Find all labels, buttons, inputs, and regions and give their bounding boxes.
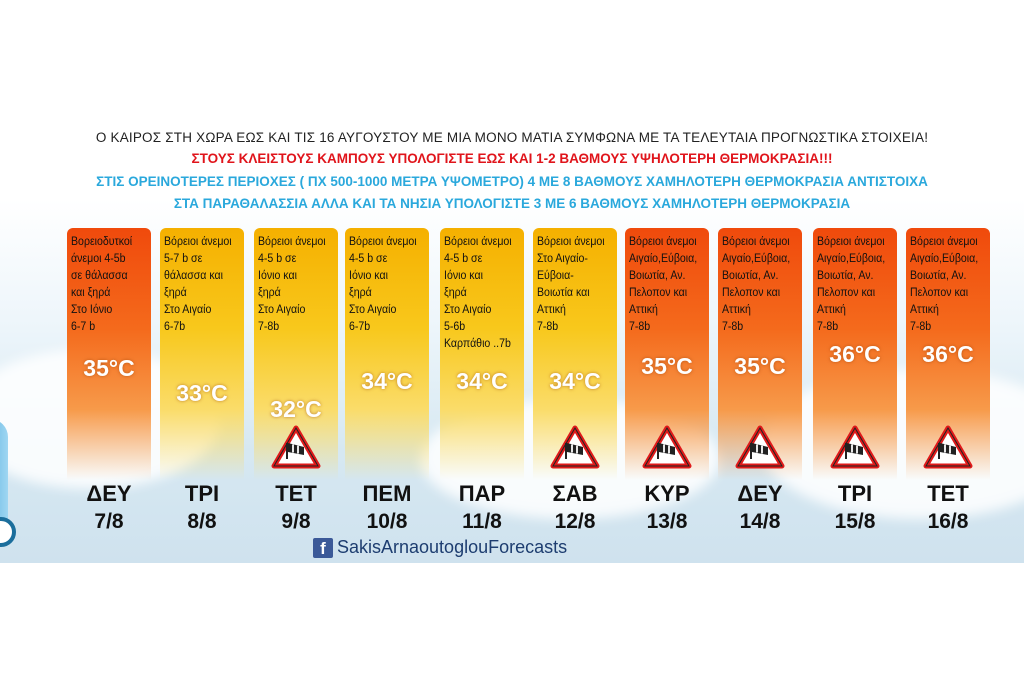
thermometer-graphic bbox=[0, 419, 8, 539]
date-label: 13/8 bbox=[646, 510, 688, 533]
headline: Ο ΚΑΙΡΟΣ ΣΤΗ ΧΩΡΑ ΕΩΣ ΚΑΙ ΤΙΣ 16 ΑΥΓΟΥΣΤ… bbox=[95, 130, 929, 145]
temperature: 33°C bbox=[176, 380, 228, 406]
forecast-card-6: Βόρειοι άνεμοι Αιγαίο,Εύβοια, Βοιωτία, Α… bbox=[625, 228, 709, 480]
date-label: 9/8 bbox=[281, 510, 311, 533]
wind-description: Βόρειοι άνεμοι Αιγαίο,Εύβοια, Βοιωτία, Α… bbox=[910, 236, 979, 333]
day-label: ΠΑΡ bbox=[458, 481, 506, 506]
forecast-card-1: Βόρειοι άνεμοι 5-7 b σε θάλασσα και ξηρά… bbox=[160, 228, 244, 480]
plains-note: ΣΤΟΥΣ ΚΛΕΙΣΤΟΥΣ ΚΑΜΠΟΥΣ ΥΠΟΛΟΓΙΣΤΕ ΕΩΣ Κ… bbox=[191, 151, 833, 166]
wind-description: Βόρειοι άνεμοι Αιγαίο,Εύβοια, Βοιωτία, Α… bbox=[817, 236, 886, 333]
day-label: ΔΕΥ bbox=[737, 481, 783, 506]
day-label: ΤΡΙ bbox=[837, 481, 873, 506]
wind-warning-icon bbox=[830, 425, 880, 469]
wind-warning-icon bbox=[271, 425, 321, 469]
wind-warning-icon bbox=[923, 425, 973, 469]
day-label: ΚΥΡ bbox=[644, 481, 690, 506]
date-label: 12/8 bbox=[554, 510, 596, 533]
day-label: ΤΕΤ bbox=[275, 481, 317, 506]
day-label: ΔΕΥ bbox=[86, 481, 132, 506]
temperature: 34°C bbox=[549, 368, 601, 394]
date-label: 11/8 bbox=[462, 510, 502, 533]
date-label: 14/8 bbox=[739, 510, 781, 533]
forecast-card-0: Βορειοδυτκοί άνεμοι 4-5b σε θάλασσα και … bbox=[67, 228, 151, 480]
wind-description: Βόρειοι άνεμοι 4-5 b σε Ιόνιο και ξηρά Σ… bbox=[349, 236, 417, 333]
mountains-note: ΣΤΙΣ ΟΡΕΙΝΟΤΕΡΕΣ ΠΕΡΙΟΧΕΣ ( ΠΧ 500-1000 … bbox=[96, 174, 928, 189]
facebook-link[interactable]: f SakisArnaoutoglouForecasts bbox=[313, 537, 567, 558]
temperature: 32°C bbox=[270, 396, 322, 422]
day-label: ΤΡΙ bbox=[184, 481, 220, 506]
temperature: 35°C bbox=[641, 353, 693, 379]
forecast-card-3: Βόρειοι άνεμοι 4-5 b σε Ιόνιο και ξηρά Σ… bbox=[345, 228, 429, 480]
date-label: 8/8 bbox=[187, 510, 217, 533]
temperature: 36°C bbox=[922, 341, 974, 367]
wind-warning-icon bbox=[735, 425, 785, 469]
temperature: 34°C bbox=[361, 368, 413, 394]
wind-description: Βόρειοι άνεμοι 4-5 b σε Ιόνιο και ξηρά Σ… bbox=[258, 236, 326, 333]
temperature: 36°C bbox=[829, 341, 881, 367]
wind-warning-icon bbox=[642, 425, 692, 469]
facebook-icon: f bbox=[313, 537, 333, 558]
date-label: 10/8 bbox=[366, 510, 408, 533]
day-label: ΠΕΜ bbox=[362, 481, 412, 506]
thermometer-bulb bbox=[0, 517, 16, 547]
wind-warning-icon bbox=[550, 425, 600, 469]
wind-description: Βόρειοι άνεμοι Στο Αιγαίο- Εύβοια- Βοιωτ… bbox=[537, 236, 605, 333]
wind-description: Βόρειοι άνεμοι Αιγαίο,Εύβοια, Βοιωτία, Α… bbox=[629, 236, 698, 333]
wind-description: Βορειοδυτκοί άνεμοι 4-5b σε θάλασσα και … bbox=[71, 236, 133, 333]
wind-description: Βόρειοι άνεμοι Αιγαίο,Εύβοια, Βοιωτία, Α… bbox=[722, 236, 791, 333]
coastal-note: ΣΤΑ ΠΑΡΑΘΑΛΑΣΣΙΑ ΑΛΛΑ ΚΑΙ ΤΑ ΝΗΣΙΑ ΥΠΟΛΟ… bbox=[173, 196, 851, 211]
day-label: ΤΕΤ bbox=[927, 481, 969, 506]
date-label: 15/8 bbox=[834, 510, 876, 533]
forecast-card-4: Βόρειοι άνεμοι 4-5 b σε Ιόνιο και ξηρά Σ… bbox=[440, 228, 524, 480]
temperature: 35°C bbox=[83, 355, 135, 381]
wind-description: Βόρειοι άνεμοι 5-7 b σε θάλασσα και ξηρά… bbox=[164, 236, 232, 333]
date-label: 7/8 bbox=[94, 510, 124, 533]
temperature: 34°C bbox=[456, 368, 508, 394]
temperature: 35°C bbox=[734, 353, 786, 379]
day-label: ΣΑΒ bbox=[552, 481, 598, 506]
facebook-page-name: SakisArnaoutoglouForecasts bbox=[337, 537, 568, 557]
date-label: 16/8 bbox=[927, 510, 969, 533]
wind-description: Βόρειοι άνεμοι 4-5 b σε Ιόνιο και ξηρά Σ… bbox=[444, 236, 512, 350]
